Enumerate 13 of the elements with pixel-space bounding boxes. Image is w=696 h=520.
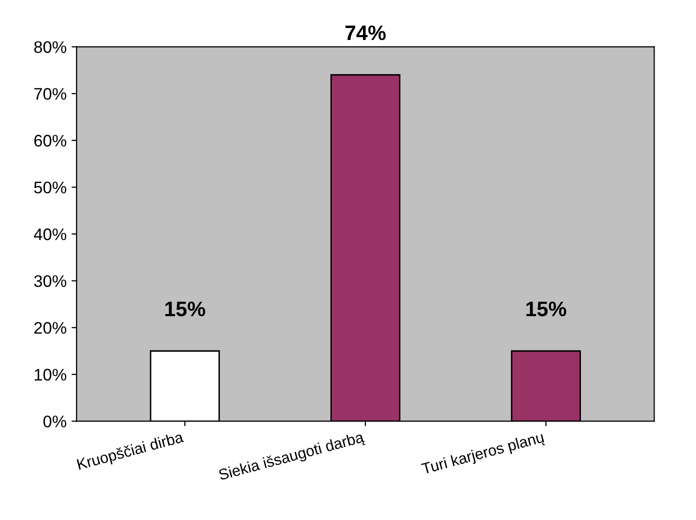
- y-tick-label: 50%: [34, 182, 66, 194]
- y-tick-label: 60%: [34, 134, 66, 147]
- y-tick-label: 10%: [34, 368, 66, 381]
- data-label: 15%: [165, 302, 206, 316]
- y-tick-label: 20%: [34, 322, 66, 334]
- y-tick-label: 70%: [34, 88, 66, 100]
- y-tick-label: 30%: [34, 275, 66, 288]
- data-label: 74%: [345, 26, 386, 40]
- y-tick-label: 0%: [43, 416, 66, 428]
- data-label: 15%: [526, 302, 566, 316]
- y-tick-label: 40%: [34, 228, 66, 240]
- x-tick-label: Turi karjeros planų: [420, 431, 546, 478]
- y-tick-label: 80%: [34, 41, 66, 54]
